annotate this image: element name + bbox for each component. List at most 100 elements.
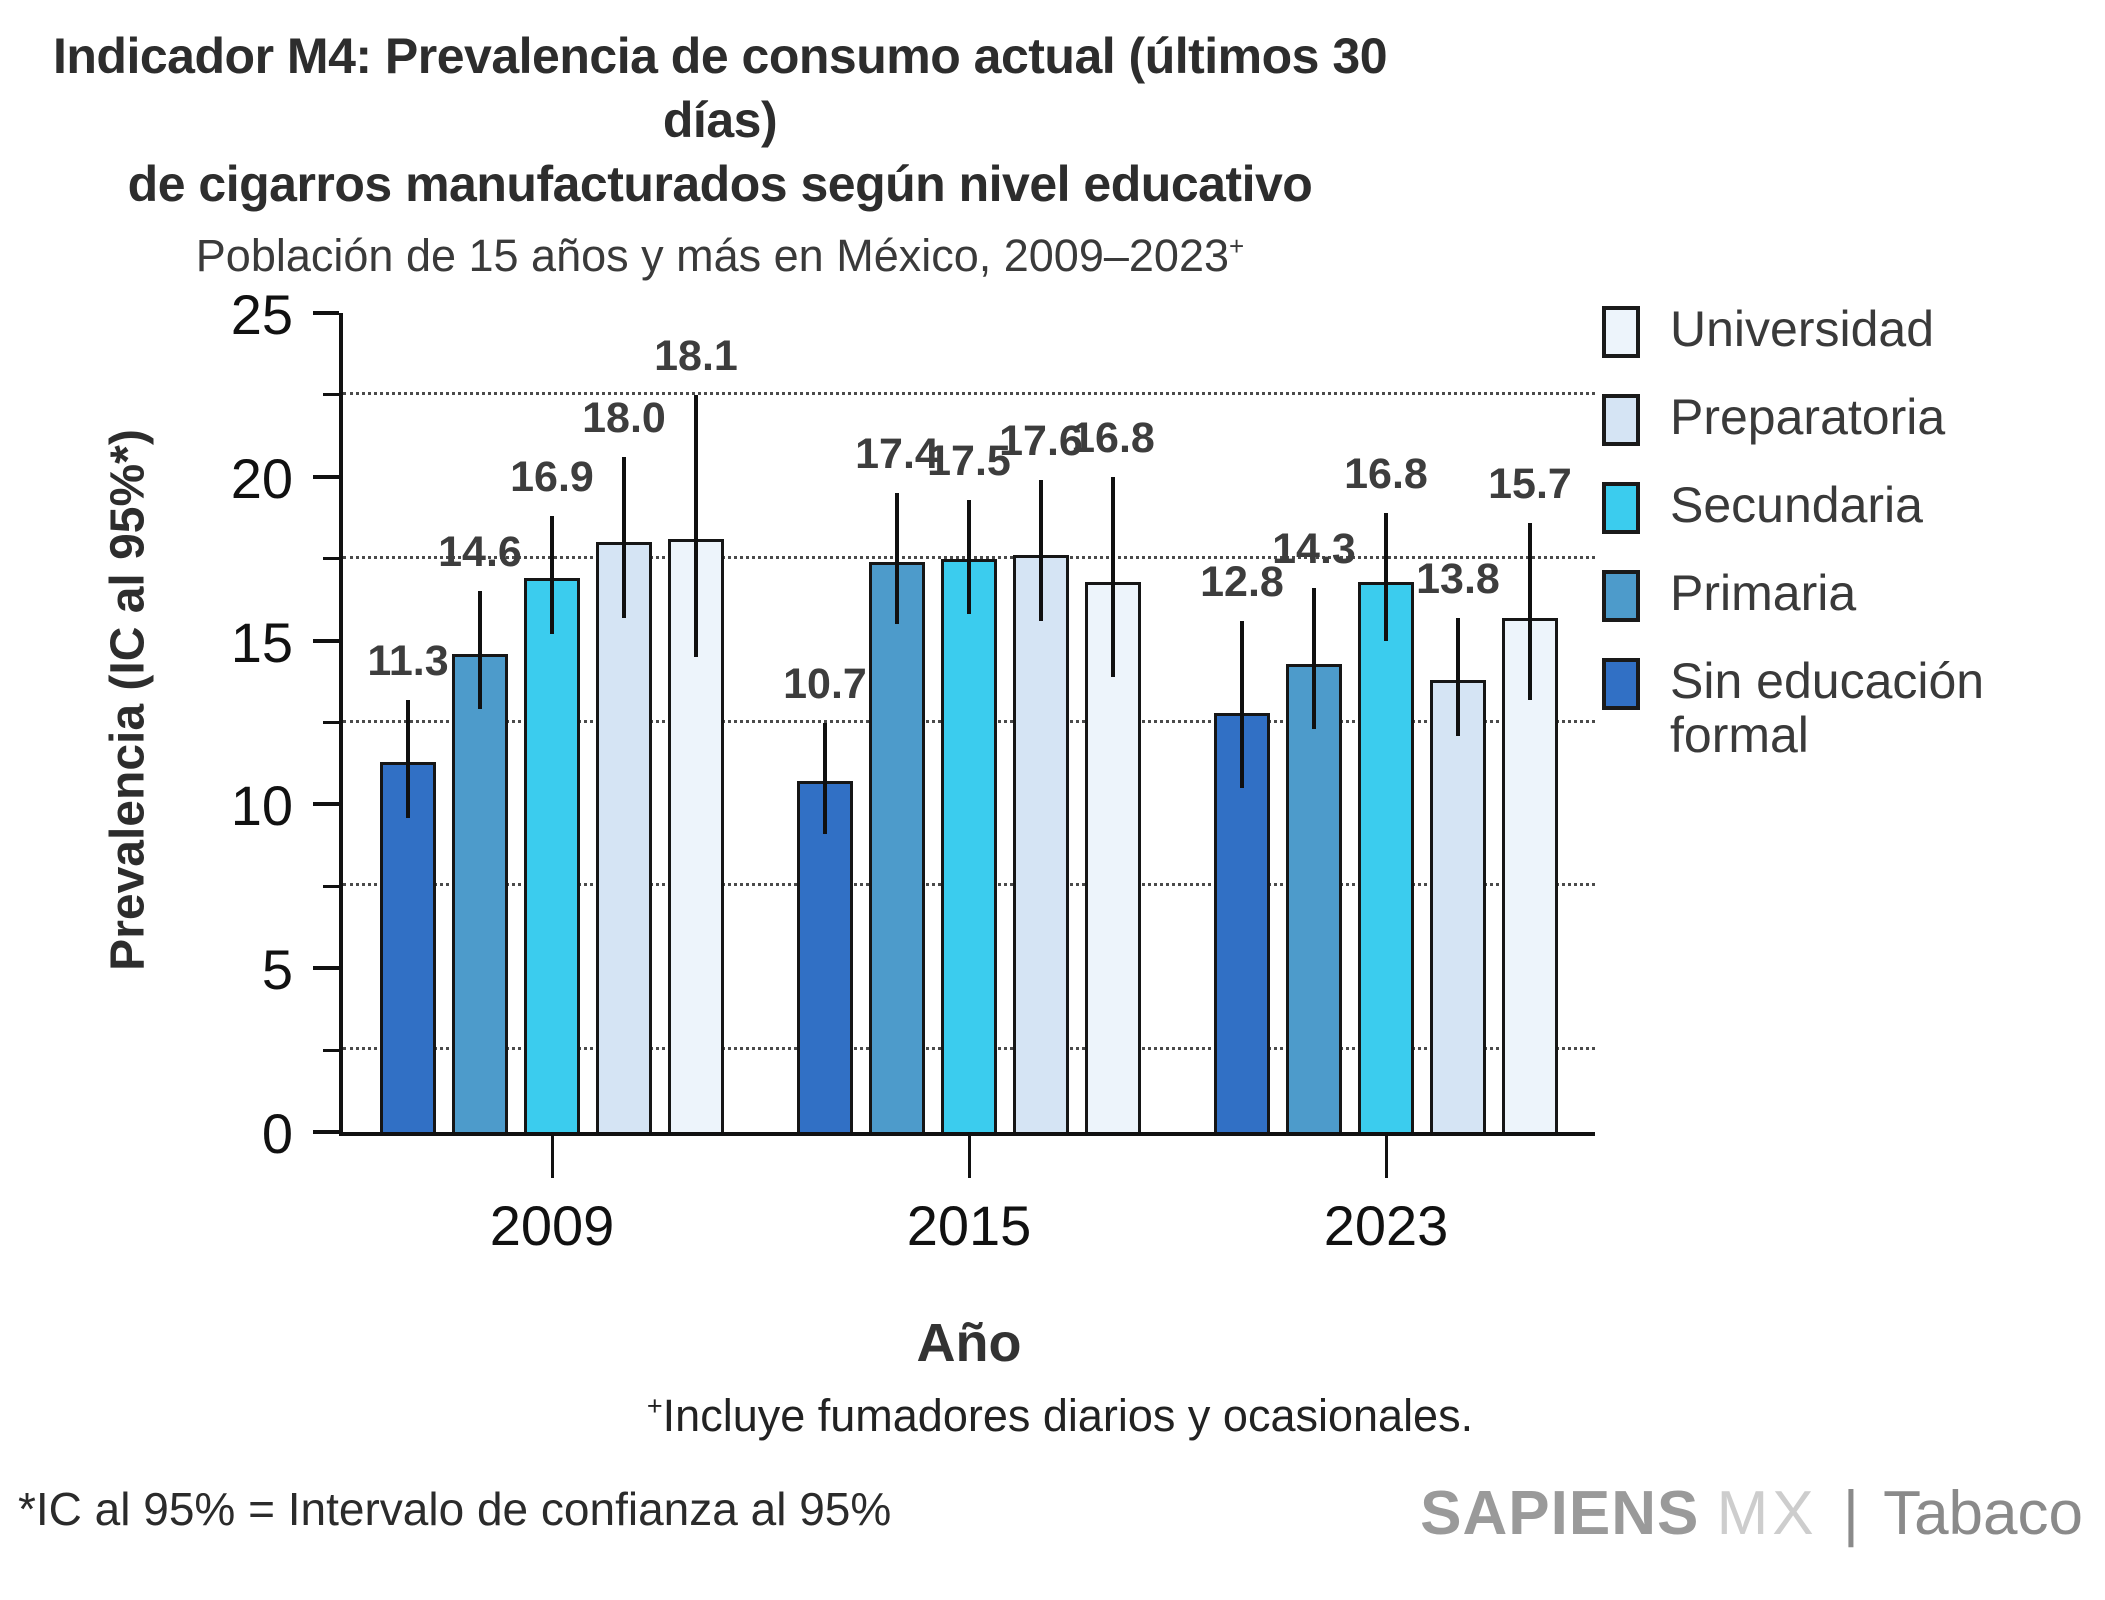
y-tick-label-25: 25 (230, 283, 293, 346)
legend-label-universidad: Universidad (1670, 301, 1935, 357)
bar-2015-preparatoria (1013, 555, 1069, 1132)
footnote-includes: +Incluye fumadores diarios y ocasionales… (400, 1390, 1720, 1442)
error-bar-2009-preparatoria (622, 457, 626, 618)
x-tick-2009 (550, 1136, 554, 1178)
plot-area: 0 5 10 15 20 25 11.3 14.6 16.9 18.0 18.1 2009 10.7 17… (231, 283, 1595, 1257)
legend-swatch-secundaria (1602, 482, 1640, 534)
logo-divider: | (1842, 1479, 1859, 1548)
bar-2023-primaria (1286, 663, 1342, 1132)
y-axis-line (339, 313, 343, 1136)
value-label-2009-primaria: 14.6 (438, 528, 522, 577)
error-bar-2023-universidad (1528, 522, 1532, 700)
x-tick-label-2015: 2015 (906, 1194, 1032, 1257)
x-axis-line (339, 1132, 1595, 1136)
legend-swatch-primaria (1602, 570, 1640, 622)
brand-logo: SAPIENS MX | Tabaco (1420, 1478, 2083, 1549)
gridline-y-22.5 (343, 391, 1595, 395)
chart-subtitle-superscript: + (1229, 231, 1245, 261)
x-tick-2015 (967, 1136, 971, 1178)
error-bar-2009-sin-educacion-formal (406, 699, 410, 818)
error-bar-2023-preparatoria (1456, 617, 1460, 736)
y-tick-label-15: 15 (230, 610, 293, 674)
chart-title-line2: de cigarros manufacturados según nivel e… (127, 156, 1313, 212)
x-tick-label-2009: 2009 (489, 1194, 615, 1257)
value-label-2015-sin-educacion-formal: 10.7 (783, 659, 867, 708)
legend-label-sin-educacion-formal: Sin educación formal (1670, 653, 1985, 763)
title-block: Indicador M4: Prevalencia de consumo act… (0, 24, 1440, 282)
value-label-2009-preparatoria: 18.0 (582, 394, 666, 443)
error-bar-2015-primaria (895, 493, 899, 625)
logo-mx: MX (1716, 1479, 1818, 1548)
error-bar-2009-universidad (694, 394, 698, 657)
value-label-2015-universidad: 16.8 (1071, 413, 1155, 462)
y-tick-15 (313, 638, 339, 643)
y-minor-tick-2.5 (323, 1048, 339, 1052)
bar-2015-sin-educacion-formal (797, 781, 853, 1132)
value-label-2023-preparatoria: 13.8 (1416, 554, 1500, 603)
error-bar-2015-sin-educacion-formal (823, 722, 827, 834)
error-bar-2023-secundaria (1384, 512, 1388, 641)
y-tick-label-5: 5 (261, 938, 293, 1002)
bar-2023-preparatoria (1430, 679, 1486, 1132)
value-label-2009-secundaria: 16.9 (510, 453, 594, 502)
bar-2015-secundaria (941, 558, 997, 1132)
y-tick-label-0: 0 (261, 1102, 293, 1165)
legend-item-universidad: Universidad (1602, 302, 2070, 358)
error-bar-2015-secundaria (967, 499, 971, 615)
x-tick-2023 (1384, 1136, 1388, 1178)
chart-subtitle: Población de 15 años y más en México, 20… (0, 230, 1440, 282)
bar-2015-primaria (869, 561, 925, 1132)
y-tick-0 (313, 1130, 339, 1134)
legend-label-primaria: Primaria (1670, 565, 1857, 621)
bar-2009-preparatoria (596, 542, 652, 1132)
error-bar-2009-secundaria (550, 516, 554, 635)
logo-tabaco: Tabaco (1883, 1479, 2083, 1548)
legend-label-preparatoria: Preparatoria (1670, 389, 1946, 445)
footnote-confidence-interval: *IC al 95% = Intervalo de confianza al 9… (18, 1483, 892, 1535)
error-bar-2015-preparatoria (1039, 480, 1043, 621)
value-label-2023-sin-educacion-formal: 12.8 (1200, 557, 1284, 606)
value-label-2015-secundaria: 17.5 (927, 436, 1011, 485)
bar-2009-primaria (452, 653, 508, 1132)
y-minor-tick-17.5 (323, 557, 339, 561)
legend-item-secundaria: Secundaria (1602, 478, 2070, 534)
y-tick-label-20: 20 (230, 446, 293, 510)
error-bar-2015-universidad (1111, 476, 1115, 677)
legend-item-primaria: Primaria (1602, 566, 2070, 622)
value-label-2015-primaria: 17.4 (855, 430, 939, 479)
bar-2023-secundaria (1358, 581, 1414, 1132)
legend-label-secundaria: Secundaria (1670, 477, 1923, 533)
legend-item-sin-educacion-formal: Sin educación formal (1602, 654, 2070, 762)
y-minor-tick-7.5 (323, 884, 339, 888)
logo-sapiens: SAPIENS (1420, 1479, 1700, 1548)
value-label-2023-primaria: 14.3 (1272, 525, 1356, 574)
value-label-2023-universidad: 15.7 (1488, 459, 1572, 508)
legend: Universidad Preparatoria Secundaria Primari… (1602, 302, 2070, 762)
chart-title-line1: Indicador M4: Prevalencia de consumo act… (53, 28, 1388, 148)
legend-item-preparatoria: Preparatoria (1602, 390, 2070, 446)
y-tick-5 (313, 966, 339, 971)
y-tick-label-10: 10 (230, 774, 293, 838)
y-minor-tick-12.5 (323, 721, 339, 724)
y-tick-10 (313, 802, 339, 807)
legend-swatch-sin-educacion-formal (1602, 658, 1640, 710)
footnote-includes-superscript: + (646, 1391, 663, 1421)
y-tick-20 (313, 474, 339, 479)
error-bar-2023-primaria (1312, 588, 1316, 730)
chart-subtitle-text: Población de 15 años y más en México, 20… (195, 230, 1229, 281)
footnote-includes-text: Incluye fumadores diarios y ocasionales. (662, 1390, 1474, 1441)
value-label-2009-universidad: 18.1 (654, 331, 738, 380)
x-axis-title: Año (916, 1313, 1022, 1373)
error-bar-2009-primaria (478, 591, 482, 710)
value-label-2015-preparatoria: 17.6 (999, 417, 1083, 466)
x-tick-label-2023: 2023 (1323, 1194, 1449, 1257)
value-label-2009-sin-educacion-formal: 11.3 (367, 636, 449, 685)
error-bar-2023-sin-educacion-formal (1240, 620, 1244, 789)
legend-swatch-preparatoria (1602, 394, 1640, 446)
bar-2009-secundaria (524, 578, 580, 1132)
y-minor-tick-22.5 (323, 393, 339, 397)
legend-swatch-universidad (1602, 306, 1640, 358)
y-tick-25 (313, 311, 339, 315)
value-label-2023-secundaria: 16.8 (1344, 449, 1428, 498)
